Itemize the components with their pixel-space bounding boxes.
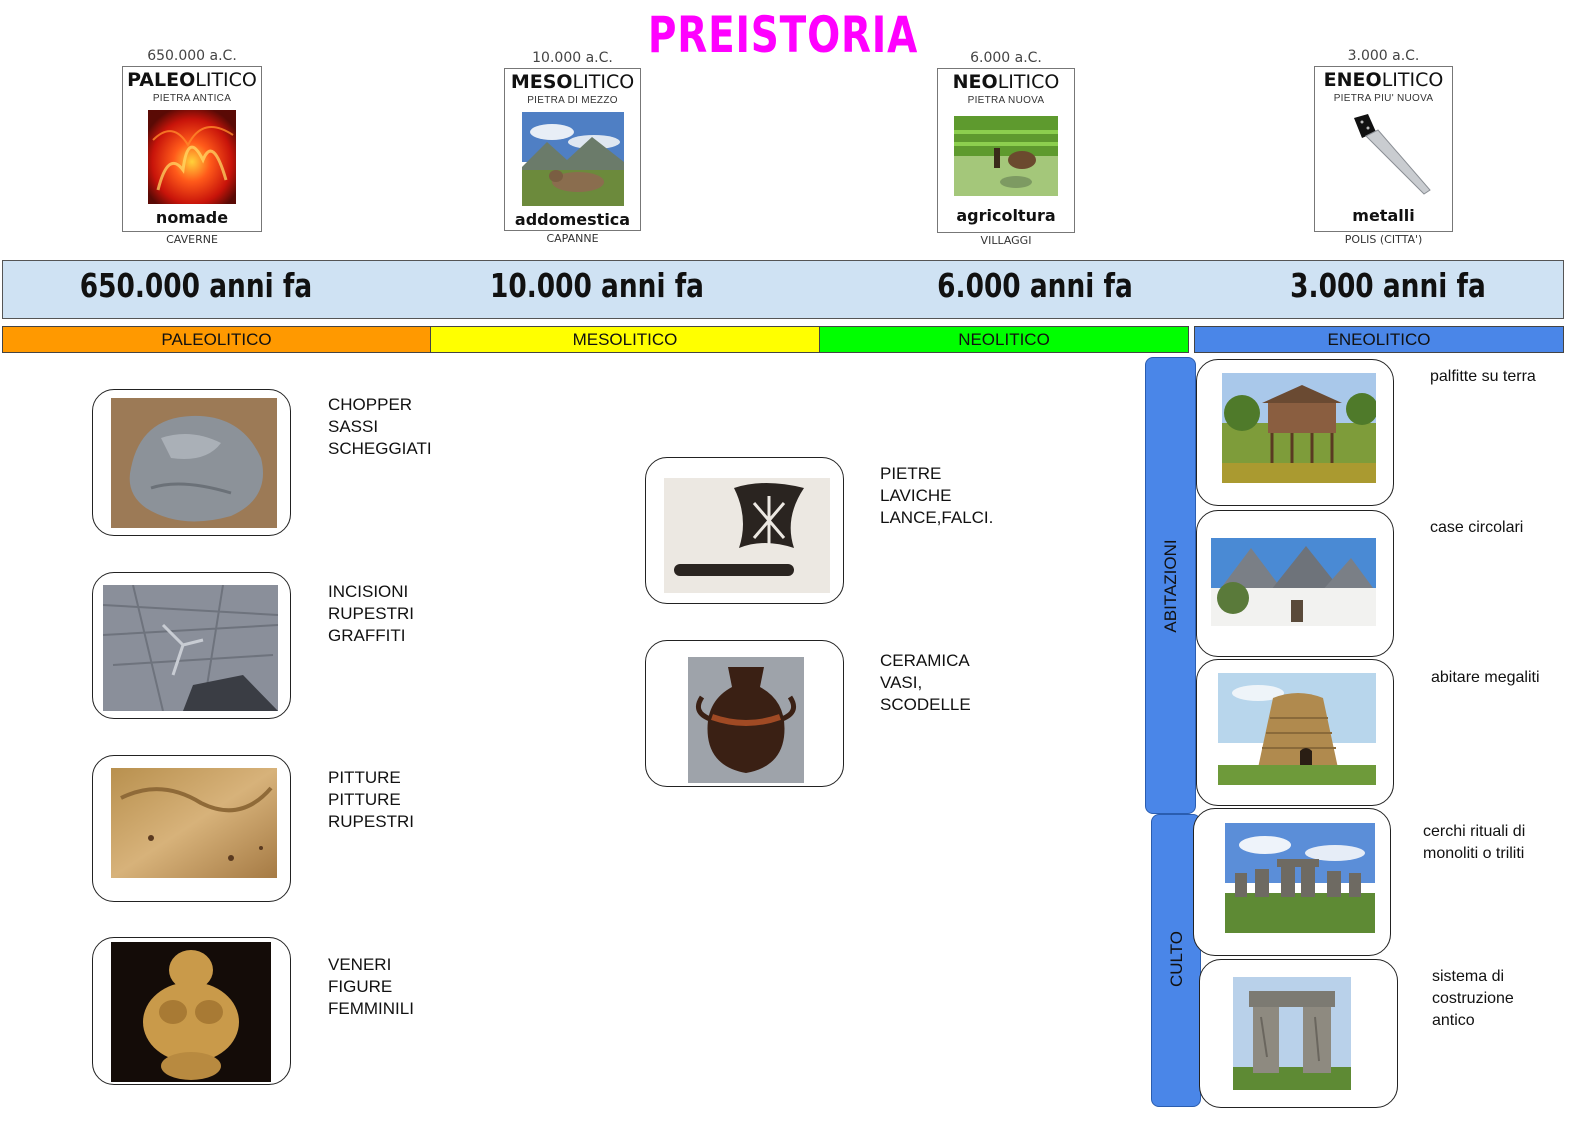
card-subtitle: PIETRA DI MEZZO	[527, 95, 618, 106]
side-bar-culto: CULTO	[1151, 814, 1201, 1107]
cave-painting-image	[111, 768, 277, 878]
timeline-label-3000: 3.000 anni fa	[1290, 266, 1486, 305]
label-pitture: PITTURE PITTURE RUPESTRI	[328, 768, 414, 831]
card-date-neolitico: 6.000 a.C.	[970, 50, 1042, 66]
tile-chopper	[92, 389, 291, 536]
label-sistema-costruzione: sistema di costruzione antico	[1432, 968, 1514, 1029]
card-subtitle: PIETRA NUOVA	[967, 95, 1045, 106]
tile-palafitte	[1196, 359, 1394, 506]
label-case-circolari: case circolari	[1430, 519, 1524, 536]
trilithon-image	[1233, 977, 1351, 1090]
card-paleolitico: PALEOLITICO PIETRA ANTICA nomade	[122, 66, 262, 232]
label-cerchi-rituali: cerchi rituali di monoliti o triliti	[1423, 823, 1526, 862]
label-ceramica: CERAMICA VASI, SCODELLE	[880, 651, 971, 714]
card-title: NEOLITICO	[952, 71, 1060, 93]
card-caption: CAPANNE	[546, 232, 599, 245]
card-title: ENEOLITICO	[1323, 69, 1444, 91]
vase-image	[688, 657, 804, 783]
label-veneri: VENERI FIGURE FEMMINILI	[328, 955, 414, 1018]
nuraghe-image	[1218, 673, 1376, 785]
chopper-stone-image	[111, 398, 277, 528]
axe-image	[664, 478, 830, 593]
card-keyword: nomade	[155, 208, 229, 227]
rock-engraving-image	[103, 585, 278, 711]
card-keyword: agricoltura	[956, 206, 1056, 225]
label-palafitte: palfitte su terra	[1430, 368, 1536, 385]
label-megaliti: abitare megaliti	[1431, 669, 1540, 686]
timeline-band	[2, 260, 1564, 319]
era-bar-neolitico: NEOLITICO	[819, 326, 1189, 353]
card-title: PALEOLITICO	[127, 69, 257, 91]
tile-case-circolari	[1196, 510, 1394, 657]
card-eneolitico: ENEOLITICO PIETRA PIU' NUOVA metalli	[1314, 66, 1453, 232]
timeline-label-10000: 10.000 anni fa	[489, 266, 704, 305]
card-caption: CAVERNE	[166, 233, 218, 246]
card-keyword: addomestica	[514, 210, 631, 229]
era-bar-eneolitico: ENEOLITICO	[1194, 326, 1564, 353]
tile-pietre-laviche	[645, 457, 844, 604]
page-title: PREISTORIA	[647, 6, 919, 64]
tile-sistema-costruzione	[1199, 959, 1398, 1108]
rice-field-image	[954, 116, 1058, 196]
tile-megaliti	[1196, 659, 1394, 806]
era-bar-mesolitico: MESOLITICO	[430, 326, 820, 353]
label-incisioni: INCISIONI RUPESTRI GRAFFITI	[328, 582, 414, 645]
card-subtitle: PIETRA ANTICA	[152, 93, 232, 104]
knife-image	[1353, 114, 1431, 195]
tile-cerchi-rituali	[1193, 808, 1391, 956]
timeline-label-650000: 650.000 anni fa	[79, 266, 313, 305]
cow-mountain-image	[521, 112, 624, 206]
card-date-paleolitico: 650.000 a.C.	[147, 48, 237, 64]
label-chopper: CHOPPER SASSI SCHEGGIATI	[328, 395, 432, 458]
tile-ceramica	[645, 640, 844, 787]
card-caption: VILLAGGI	[980, 234, 1032, 247]
label-pietre-laviche: PIETRE LAVICHE LANCE,FALCI.	[880, 464, 994, 527]
fire-image	[148, 110, 236, 204]
side-bar-abitazioni: ABITAZIONI	[1145, 357, 1196, 814]
timeline-label-6000: 6.000 anni fa	[937, 266, 1133, 305]
side-bar-label-culto: CULTO	[1167, 930, 1186, 988]
card-neolitico: NEOLITICO PIETRA NUOVA agricoltura	[937, 68, 1075, 233]
trulli-image	[1211, 538, 1376, 626]
card-title: MESOLITICO	[510, 71, 635, 93]
side-bar-label-abitazioni: ABITAZIONI	[1161, 539, 1180, 633]
card-mesolitico: MESOLITICO PIETRA DI MEZZO addomestica	[504, 68, 641, 231]
card-date-eneolitico: 3.000 a.C.	[1347, 48, 1420, 64]
tile-incisioni	[92, 572, 291, 719]
era-bar-paleolitico: PALEOLITICO	[2, 326, 431, 353]
card-caption: POLIS (CITTA')	[1344, 233, 1423, 246]
venus-figurine-image	[111, 942, 271, 1082]
card-subtitle: PIETRA PIU' NUOVA	[1333, 93, 1434, 104]
tile-pitture	[92, 755, 291, 902]
card-date-mesolitico: 10.000 a.C.	[532, 50, 613, 66]
tile-veneri	[92, 937, 291, 1085]
stonehenge-image	[1225, 823, 1375, 933]
stilt-house-image	[1222, 373, 1376, 483]
card-keyword: metalli	[1352, 206, 1415, 225]
